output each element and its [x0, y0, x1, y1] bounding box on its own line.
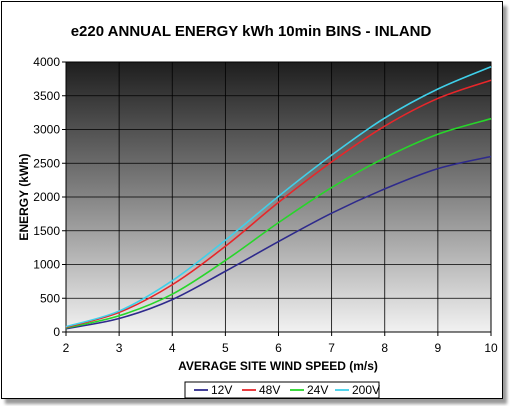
legend-label-48v: 48V — [259, 383, 280, 397]
x-tick-label: 2 — [63, 341, 70, 355]
x-tick-label: 9 — [435, 341, 442, 355]
y-tick-label: 3500 — [33, 89, 60, 103]
chart-title: e220 ANNUAL ENERGY kWh 10min BINS - INLA… — [71, 23, 432, 40]
x-tick-label: 7 — [328, 341, 335, 355]
y-axis-label: ENERGY (kWh) — [17, 153, 31, 240]
x-tick-label: 4 — [169, 341, 176, 355]
series-line-24v — [65, 117, 492, 329]
legend-box — [184, 381, 380, 398]
x-tick-label: 8 — [381, 341, 388, 355]
legend-label-24v: 24V — [307, 383, 328, 397]
x-tick-label: 6 — [275, 341, 282, 355]
chart-frame: e220 ANNUAL ENERGY kWh 10min BINS - INLA… — [1, 1, 503, 399]
legend-label-200v: 200V — [352, 383, 380, 397]
y-tick-labels: 0 500 1000 1500 2000 2500 3000 3500 4000 — [33, 55, 60, 339]
y-tick-label: 1500 — [33, 224, 60, 238]
y-tick-label: 4000 — [33, 55, 60, 69]
series-lines — [65, 65, 492, 330]
y-tick-label: 2500 — [33, 156, 60, 170]
y-tick-label: 3000 — [33, 123, 60, 137]
y-tick-label: 500 — [40, 291, 60, 305]
y-tick-label: 1000 — [33, 258, 60, 272]
x-tick-label: 3 — [116, 341, 123, 355]
series-line-12v — [65, 155, 492, 330]
x-axis-label: AVERAGE SITE WIND SPEED (m/s) — [178, 359, 378, 373]
legend: 12V 48V 24V 200V — [194, 383, 380, 397]
series-line-48v — [65, 79, 492, 329]
y-tick-label: 0 — [53, 325, 60, 339]
x-tick-label: 10 — [484, 341, 498, 355]
chart: e220 ANNUAL ENERGY kWh 10min BINS - INLA… — [17, 23, 498, 398]
x-tick-labels: 2 3 4 5 6 7 8 9 10 — [63, 341, 498, 355]
series-line-200v — [65, 65, 492, 328]
legend-label-12v: 12V — [211, 383, 232, 397]
x-tick-label: 5 — [222, 341, 229, 355]
gridlines — [62, 61, 492, 336]
y-tick-label: 2000 — [33, 190, 60, 204]
